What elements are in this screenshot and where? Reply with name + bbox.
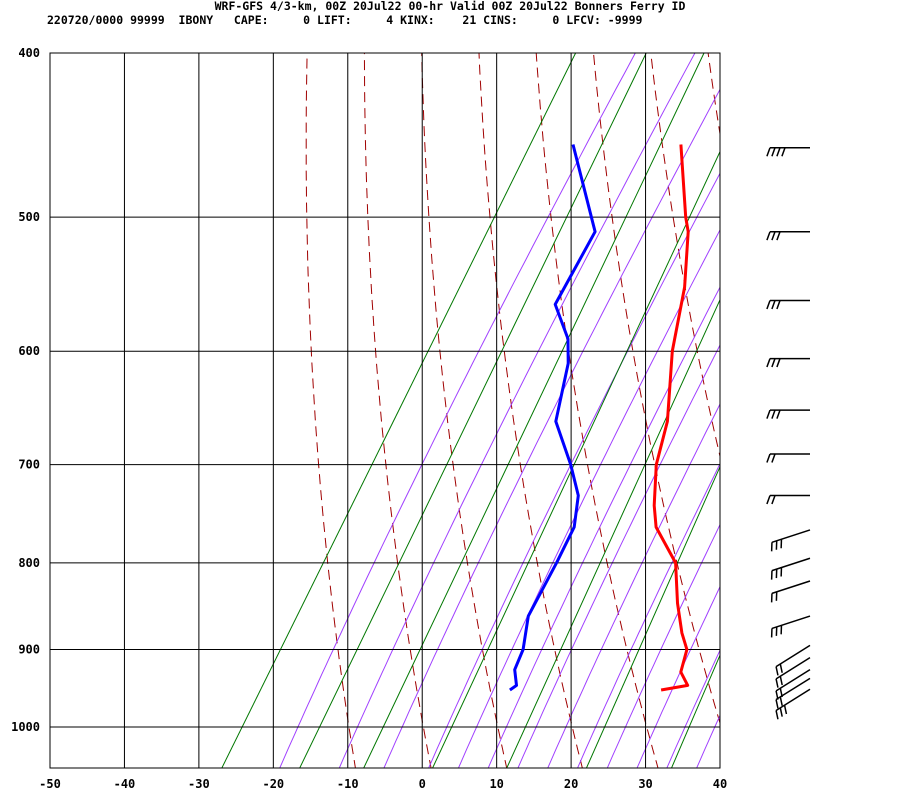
background-lines <box>221 34 900 770</box>
x-tick-label: -40 <box>114 777 136 791</box>
moist-adiabat <box>517 344 720 768</box>
wind-barb <box>766 147 810 157</box>
sounding-stats: 220720/0000 99999 IBONY CAPE: 0 LIFT: 4 … <box>47 13 643 27</box>
moist-adiabat <box>666 649 720 768</box>
plot-frame <box>49 52 721 769</box>
chart-title: WRF-GFS 4/3-km, 00Z 20Jul22 00-hr Valid … <box>214 0 686 13</box>
moist-adiabat <box>636 585 720 768</box>
wind-barb <box>766 299 810 310</box>
x-tick-label: -20 <box>262 777 284 791</box>
y-tick-label: 900 <box>18 642 40 656</box>
moist-adiabat <box>606 523 720 768</box>
moist-adiabat <box>279 53 636 768</box>
dry-adiabat <box>421 53 508 768</box>
moist-adiabat <box>428 172 720 768</box>
temperature-profile <box>652 144 690 692</box>
wind-barb <box>766 494 810 505</box>
mixing-ratio-line <box>585 465 720 768</box>
wind-barb <box>766 357 810 368</box>
axis-ticks: 400 500 600 700 800 900 1000 -50 -40 -30 -20 -10 0 10… <box>11 46 727 791</box>
mixing-ratio-line <box>760 53 900 770</box>
y-tick-label: 1000 <box>11 720 40 734</box>
dry-adiabat <box>876 34 900 770</box>
dry-adiabat <box>650 53 720 459</box>
mixing-ratio-line <box>670 653 720 768</box>
moist-adiabat <box>457 228 720 768</box>
mixing-ratio-line <box>363 53 705 768</box>
x-tick-label: -10 <box>337 777 359 791</box>
moist-adiabat <box>726 34 900 770</box>
dry-adiabat <box>592 53 720 725</box>
y-tick-label: 800 <box>18 556 40 570</box>
x-tick-label: -50 <box>39 777 61 791</box>
wind-barb <box>770 529 811 552</box>
moist-adiabat <box>338 53 696 768</box>
wind-barb <box>775 656 811 688</box>
x-tick-label: 10 <box>489 777 503 791</box>
x-tick-label: 40 <box>713 777 727 791</box>
moist-adiabat <box>547 402 720 768</box>
x-tick-label: 0 <box>419 777 426 791</box>
moist-adiabat <box>383 88 720 768</box>
wind-barb <box>766 453 810 463</box>
mixing-ratio-line <box>432 150 720 768</box>
wind-barb <box>775 669 811 700</box>
dry-adiabat <box>763 34 900 770</box>
wind-barb <box>766 230 810 241</box>
x-tick-label: 20 <box>564 777 578 791</box>
y-tick-label: 400 <box>18 46 40 60</box>
dry-adiabat <box>478 53 583 768</box>
grid <box>50 52 720 768</box>
x-tick-label: -30 <box>188 777 210 791</box>
moist-adiabat <box>576 462 720 768</box>
y-tick-label: 600 <box>18 344 40 358</box>
dry-adiabat <box>819 34 900 770</box>
moist-adiabat <box>696 714 720 768</box>
dry-adiabat <box>535 53 659 768</box>
dry-adiabat <box>363 53 432 768</box>
wind-barb <box>775 688 811 720</box>
dry-adiabat <box>707 53 720 138</box>
mixing-ratio-line <box>299 53 647 768</box>
y-tick-label: 700 <box>18 458 40 472</box>
y-tick-label: 500 <box>18 210 40 224</box>
wind-barb <box>770 557 811 580</box>
x-tick-label: 30 <box>638 777 652 791</box>
wind-barb <box>770 580 811 603</box>
chart-header: WRF-GFS 4/3-km, 00Z 20Jul22 00-hr Valid … <box>0 0 900 34</box>
mixing-ratio-line <box>221 53 577 768</box>
wind-barbs <box>766 147 811 720</box>
dry-adiabat <box>305 53 356 768</box>
wind-barb <box>775 644 811 676</box>
sounding-profiles <box>509 144 690 692</box>
wind-barb <box>770 615 811 638</box>
dewpoint-profile <box>509 144 597 692</box>
wind-barb <box>766 409 810 419</box>
moist-adiabat <box>487 286 720 768</box>
